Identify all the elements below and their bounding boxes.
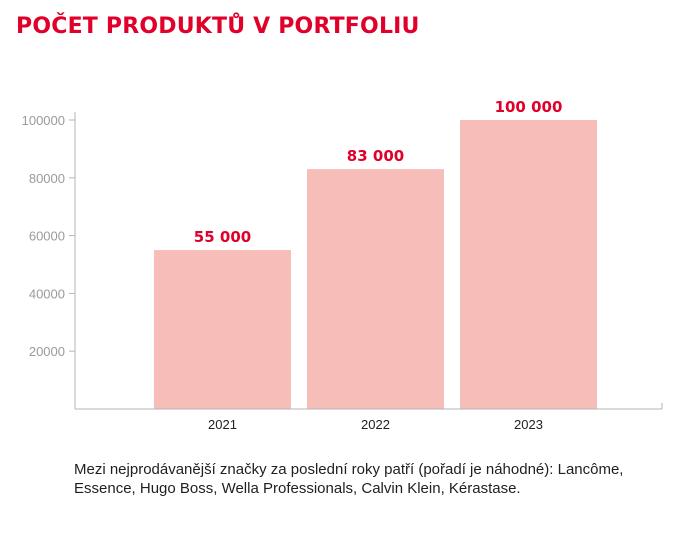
bar-value-label: 55 000 [194,228,251,246]
bar [154,250,291,409]
bar [307,169,444,409]
y-tick-label: 40000 [29,286,65,301]
x-tick-label: 2022 [361,417,390,432]
y-axis-ticks: 20000 40000 60000 80000 100000 [22,113,75,359]
y-tick-label: 80000 [29,171,65,186]
bar-value-label: 83 000 [347,147,404,165]
x-axis-labels: 2021 2022 2023 [208,417,543,432]
x-tick-label: 2023 [514,417,543,432]
bars [154,120,597,409]
x-tick-label: 2021 [208,417,237,432]
y-tick-label: 60000 [29,229,65,244]
y-tick-label: 100000 [22,113,65,128]
bar [460,120,597,409]
axes [74,112,663,410]
caption-text: Mezi nejprodávanější značky za poslední … [74,461,624,497]
chart-title: POČET PRODUKTŮ V PORTFOLIU [16,14,420,39]
y-tick-label: 20000 [29,344,65,359]
value-labels: 55 000 83 000 100 000 [194,98,563,246]
bar-value-label: 100 000 [495,98,563,116]
